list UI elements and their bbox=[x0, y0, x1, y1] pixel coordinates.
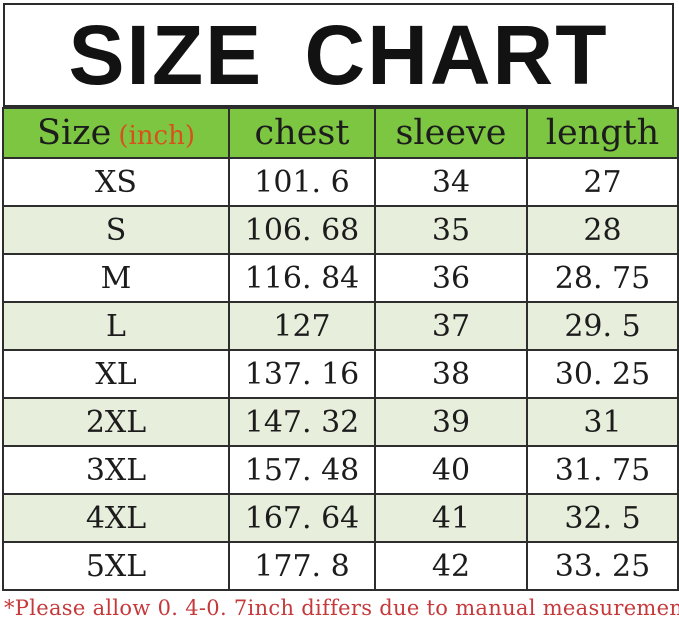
cell-sleeve: 38 bbox=[374, 349, 528, 399]
measurement-note: *Please allow 0. 4-0. 7inch differs due … bbox=[4, 596, 679, 620]
cell-chest: 127 bbox=[228, 301, 376, 351]
cell-size: S bbox=[2, 205, 230, 255]
table-row-l: L 127 37 29. 5 bbox=[2, 301, 679, 351]
cell-size: M bbox=[2, 253, 230, 303]
cell-sleeve: 41 bbox=[374, 493, 528, 543]
cell-sleeve: 35 bbox=[374, 205, 528, 255]
cell-length: 31. 75 bbox=[526, 445, 679, 495]
cell-size: 3XL bbox=[2, 445, 230, 495]
cell-length: 31 bbox=[526, 397, 679, 447]
cell-length: 28 bbox=[526, 205, 679, 255]
cell-sleeve: 42 bbox=[374, 541, 528, 591]
cell-chest: 177. 8 bbox=[228, 541, 376, 591]
cell-chest: 157. 48 bbox=[228, 445, 376, 495]
table-row-2xl: 2XL 147. 32 39 31 bbox=[2, 397, 679, 447]
cell-length: 32. 5 bbox=[526, 493, 679, 543]
cell-size: XL bbox=[2, 349, 230, 399]
table-row-4xl: 4XL 167. 64 41 32. 5 bbox=[2, 493, 679, 543]
cell-sleeve: 34 bbox=[374, 157, 528, 207]
table-row-xs: XS 101. 6 34 27 bbox=[2, 157, 679, 207]
header-cell-sleeve: sleeve bbox=[374, 107, 528, 159]
cell-chest: 167. 64 bbox=[228, 493, 376, 543]
table-header-row: Size (inch) chest sleeve length bbox=[2, 107, 679, 159]
cell-size: 5XL bbox=[2, 541, 230, 591]
unit-label: (inch) bbox=[118, 121, 195, 151]
cell-chest: 106. 68 bbox=[228, 205, 376, 255]
header-cell-size: Size (inch) bbox=[2, 107, 230, 159]
cell-chest: 137. 16 bbox=[228, 349, 376, 399]
cell-sleeve: 39 bbox=[374, 397, 528, 447]
size-label: Size bbox=[37, 113, 112, 153]
size-table: Size (inch) chest sleeve length XS 101. 6… bbox=[2, 107, 679, 591]
cell-sleeve: 40 bbox=[374, 445, 528, 495]
cell-size: 4XL bbox=[2, 493, 230, 543]
cell-size: L bbox=[2, 301, 230, 351]
table-row-3xl: 3XL 157. 48 40 31. 75 bbox=[2, 445, 679, 495]
cell-size: XS bbox=[2, 157, 230, 207]
table-row-m: M 116. 84 36 28. 75 bbox=[2, 253, 679, 303]
table-row-xl: XL 137. 16 38 30. 25 bbox=[2, 349, 679, 399]
table-row-5xl: 5XL 177. 8 42 33. 25 bbox=[2, 541, 679, 591]
cell-sleeve: 37 bbox=[374, 301, 528, 351]
header-cell-chest: chest bbox=[228, 107, 376, 159]
cell-chest: 147. 32 bbox=[228, 397, 376, 447]
cell-sleeve: 36 bbox=[374, 253, 528, 303]
cell-length: 29. 5 bbox=[526, 301, 679, 351]
cell-length: 28. 75 bbox=[526, 253, 679, 303]
cell-chest: 116. 84 bbox=[228, 253, 376, 303]
cell-length: 27 bbox=[526, 157, 679, 207]
header-cell-length: length bbox=[526, 107, 679, 159]
cell-chest: 101. 6 bbox=[228, 157, 376, 207]
page-title: SIZE CHART bbox=[68, 8, 609, 102]
cell-size: 2XL bbox=[2, 397, 230, 447]
cell-length: 30. 25 bbox=[526, 349, 679, 399]
cell-length: 33. 25 bbox=[526, 541, 679, 591]
title-box: SIZE CHART bbox=[3, 3, 674, 107]
table-row-s: S 106. 68 35 28 bbox=[2, 205, 679, 255]
